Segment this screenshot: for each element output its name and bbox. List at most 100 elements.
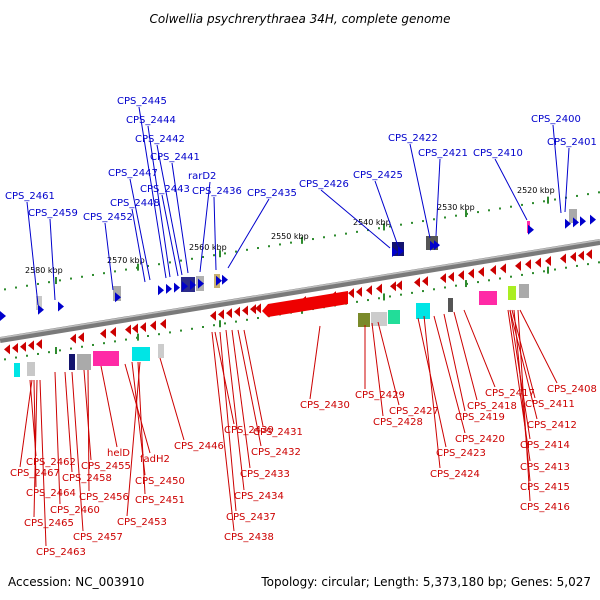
reverse-gene-arrow (525, 259, 531, 270)
leader-line (39, 379, 47, 547)
reverse-gene-arrow (396, 280, 402, 291)
tick-dot (477, 211, 479, 214)
reverse-gene-arrow (100, 328, 106, 339)
leader-line (519, 309, 558, 384)
tick-dot (191, 257, 193, 260)
tick-major (383, 223, 385, 231)
tick-dot (15, 356, 17, 359)
tick-dot (235, 250, 237, 253)
gene-label-forward: CPS_2421 (418, 148, 468, 159)
reverse-gene-arrow (140, 322, 146, 333)
kbp-label: 2530 kbp (437, 203, 475, 212)
leader-line (171, 162, 189, 274)
leader-line (435, 158, 441, 237)
leader-line (409, 143, 431, 239)
gene-label-reverse: CPS_2451 (135, 495, 185, 506)
tick-dot (114, 270, 116, 273)
gene-label-forward: CPS_2410 (473, 148, 523, 159)
reverse-gene-arrow (150, 320, 156, 331)
gene-label-reverse: CPS_2416 (520, 502, 570, 513)
reverse-gene-arrow (36, 339, 42, 350)
leader-line (33, 379, 38, 518)
tick-dot (180, 259, 182, 262)
label-leaders (19, 106, 570, 547)
leader-line (211, 331, 235, 532)
tick-major (465, 280, 467, 288)
kbp-label: 2560 kbp (189, 243, 227, 252)
tick-dot (499, 207, 501, 210)
tick-dot (246, 318, 248, 321)
leader-line (147, 125, 171, 278)
reverse-gene-arrow (500, 263, 506, 274)
tick-dot (488, 209, 490, 212)
gene-label-forward: CPS_2425 (353, 170, 403, 181)
reverse-gene-arrow (560, 253, 566, 264)
gene-label-reverse: CPS_2415 (520, 482, 570, 493)
tick-rows (4, 191, 600, 361)
tick-dot (433, 218, 435, 221)
forward-gene-arrow (190, 279, 196, 290)
tick-major (301, 236, 303, 244)
gene-label-reverse: CPS_2450 (135, 476, 185, 487)
tick-dot (125, 268, 127, 271)
tick-dot (213, 324, 215, 327)
gene-label-forward: CPS_2441 (150, 152, 200, 163)
gene-label-reverse: CPS_2408 (547, 384, 597, 395)
feature-box (358, 313, 370, 327)
feature-box (569, 209, 577, 223)
gene-label-reverse: CPS_2412 (527, 420, 577, 431)
forward-gene-arrow (565, 218, 571, 229)
leader-line (159, 357, 185, 441)
tick-dot (279, 243, 281, 246)
kbp-label: 2540 kbp (353, 218, 391, 227)
forward-gene-arrow (434, 240, 440, 251)
tick-dot (37, 282, 39, 285)
tick-dot (125, 338, 127, 341)
leader-line (463, 309, 496, 388)
reverse-gene-arrow (125, 324, 131, 335)
leader-line (71, 371, 84, 532)
tick-dot (158, 263, 160, 266)
leader-line (374, 180, 399, 247)
feature-box (158, 344, 164, 358)
leader-line (227, 198, 270, 269)
gene-label-reverse: CPS_2453 (117, 517, 167, 528)
forward-gene-arrow (398, 245, 404, 256)
gene-label-reverse: CPS_2438 (224, 532, 274, 543)
reverse-gene-arrow (570, 251, 576, 262)
gene-label-reverse: CPS_2414 (520, 440, 570, 451)
forward-gene-arrow (115, 292, 121, 303)
feature-boxes-lower (14, 284, 529, 377)
reverse-gene-arrow (4, 344, 10, 355)
tick-dot (4, 288, 6, 291)
tick-dot (235, 320, 237, 323)
tick-major (219, 250, 221, 258)
gene-label-reverse: CPS_2437 (226, 512, 276, 523)
tick-dot (488, 279, 490, 282)
tick-major (547, 266, 549, 274)
tick-dot (587, 263, 589, 266)
leader-line (564, 147, 570, 213)
tick-dot (169, 261, 171, 264)
feature-box (77, 354, 91, 370)
leader-line (552, 124, 562, 214)
leader-line (509, 309, 531, 440)
map-title: Colwellia psychrerythraea 34H, complete … (150, 12, 451, 26)
gene-label-forward: CPS_2436 (192, 186, 242, 197)
tick-dot (356, 300, 358, 303)
leader-line (219, 331, 237, 512)
gene-label-reverse: CPS_2439 (224, 425, 274, 436)
gene-label-reverse: CPS_2458 (62, 473, 112, 484)
leader-line (237, 329, 262, 447)
gene-label-reverse: CPS_2427 (389, 406, 439, 417)
feature-box (519, 284, 529, 298)
gene-label-forward: CPS_2443 (140, 184, 190, 195)
reverse-gene-arrow (255, 303, 261, 314)
gene-label-reverse: CPS_2434 (234, 491, 284, 502)
reverse-gene-arrow (234, 306, 240, 317)
leader-line (137, 361, 146, 495)
tick-dot (576, 264, 578, 267)
tick-dot (224, 322, 226, 325)
